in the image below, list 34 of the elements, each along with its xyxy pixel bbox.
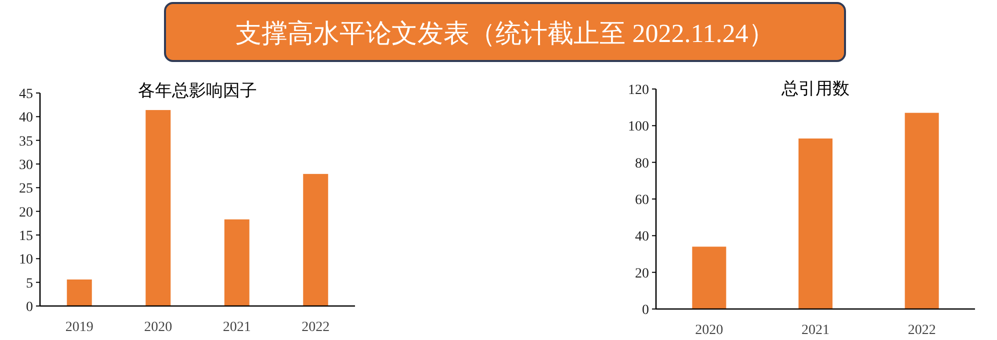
y-tick-label: 40 (635, 230, 649, 245)
x-tick-label: 2022 (908, 323, 936, 338)
bar (904, 112, 939, 309)
y-tick-label: 35 (19, 134, 33, 150)
y-tick-label: 60 (635, 193, 649, 208)
chart-title: 总引用数 (780, 79, 850, 99)
y-tick-label: 20 (19, 205, 33, 220)
bar (224, 219, 250, 306)
x-tick-label: 2021 (802, 323, 830, 338)
y-tick-label: 100 (628, 120, 649, 135)
y-tick-label: 0 (26, 300, 33, 315)
x-tick-label: 2022 (302, 320, 330, 335)
y-tick-label: 20 (635, 266, 649, 282)
x-tick-label: 2019 (65, 320, 94, 335)
x-tick-label: 2021 (222, 320, 251, 335)
y-tick-label: 30 (19, 158, 33, 173)
x-tick-label: 2020 (144, 320, 172, 335)
y-tick-label: 10 (19, 252, 33, 268)
y-tick-label: 0 (642, 303, 649, 318)
bar (692, 246, 726, 309)
bar (303, 174, 328, 306)
x-tick-label: 2020 (695, 323, 724, 338)
y-tick-label: 120 (628, 83, 649, 98)
y-tick-label: 45 (19, 87, 33, 102)
y-tick-label: 15 (19, 229, 33, 244)
bar (66, 279, 92, 306)
y-tick-label: 40 (19, 110, 33, 126)
bar (146, 110, 171, 306)
bar (798, 138, 832, 309)
chart-title: 各年总影响因子 (138, 81, 257, 101)
y-tick-label: 25 (19, 182, 33, 197)
text: 支撑高水平论文发表（统计截止至 2022.11.24） (236, 19, 774, 48)
y-tick-label: 80 (635, 156, 649, 172)
y-tick-label: 5 (26, 276, 33, 292)
